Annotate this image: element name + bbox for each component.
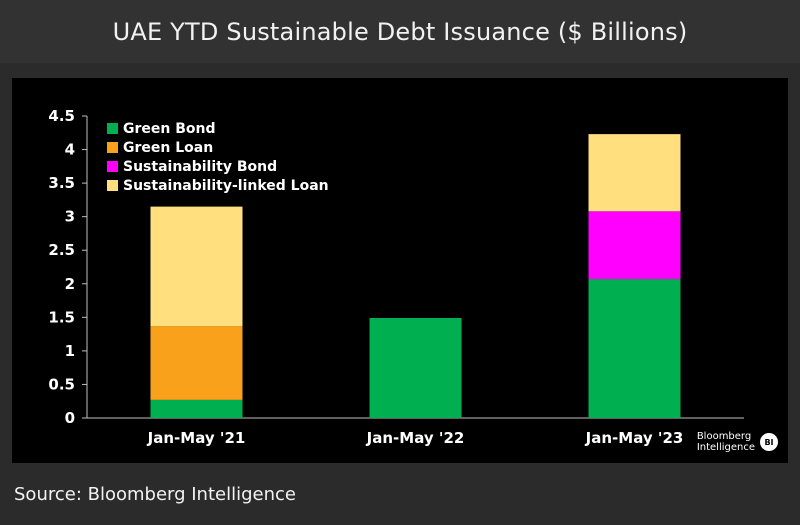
bar-segment [588, 134, 681, 212]
y-tick-label: 1 [65, 342, 75, 360]
bar-segment [588, 211, 681, 280]
legend-swatch [107, 180, 118, 191]
y-tick-label: 3.5 [48, 174, 75, 192]
y-tick-label: 2 [65, 275, 75, 293]
bar-segment [150, 206, 243, 327]
brand-line-1: Bloomberg [696, 431, 752, 442]
chart-title: UAE YTD Sustainable Debt Issuance ($ Bil… [112, 17, 688, 46]
brand-text: Bloomberg Intelligence [697, 431, 755, 453]
legend-label: Sustainability Bond [123, 159, 277, 175]
brand-logo: Bloomberg Intelligence BI [697, 431, 778, 453]
legend-label: Sustainability-linked Loan [123, 178, 329, 194]
bar-segment [150, 399, 243, 418]
chart-panel: 0 0.5 1 1.5 2 2.5 3 3.5 4 4.5 Jan-May '21 Jan-May '… [12, 78, 788, 463]
bar-segment [150, 326, 243, 400]
y-tick-label: 1.5 [48, 308, 75, 326]
source-note: Source: Bloomberg Intelligence [14, 484, 296, 505]
y-tick-label: 4 [65, 141, 75, 159]
legend-swatch [107, 123, 118, 134]
bar-segment [369, 318, 462, 418]
bar-segment [588, 279, 681, 418]
legend-swatch [107, 142, 118, 153]
brand-badge-icon: BI [760, 433, 778, 451]
y-tick-label: 0.5 [48, 375, 75, 393]
stacked-bar-chart: 0 0.5 1 1.5 2 2.5 3 3.5 4 4.5 Jan-May '21 Jan-May '… [48, 107, 744, 447]
x-tick-label: Jan-May '22 [366, 429, 465, 447]
legend-label: Green Bond [123, 121, 216, 137]
legend-swatch [107, 161, 118, 172]
y-tick-label: 4.5 [48, 107, 75, 125]
y-tick-label: 0 [65, 409, 75, 427]
legend-label: Green Loan [123, 140, 213, 156]
x-tick-label: Jan-May '23 [585, 429, 684, 447]
y-tick-label: 2.5 [48, 241, 75, 259]
y-tick-label: 3 [65, 208, 75, 226]
x-tick-label: Jan-May '21 [147, 429, 246, 447]
title-bar: UAE YTD Sustainable Debt Issuance ($ Bil… [0, 0, 800, 63]
brand-line-2: Intelligence [696, 442, 755, 453]
